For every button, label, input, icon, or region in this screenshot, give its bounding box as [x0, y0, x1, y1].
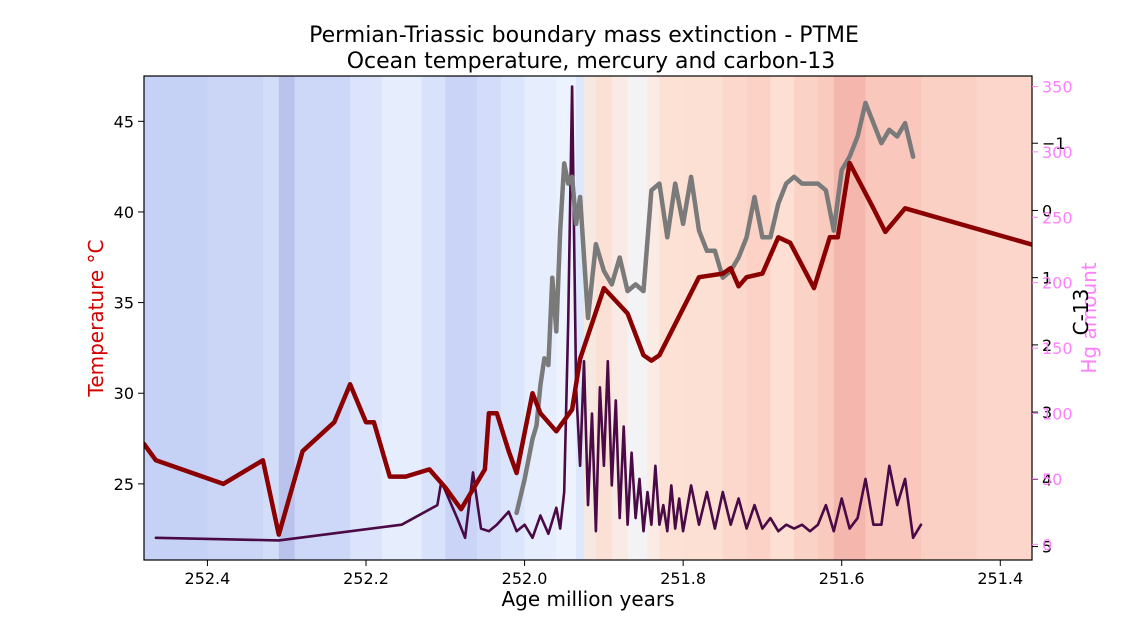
hg-tick-label: 250: [1042, 208, 1073, 227]
background-band: [381, 76, 423, 560]
x-tick-label: 251.4: [977, 569, 1023, 588]
x-tick-label: 252.2: [343, 569, 389, 588]
hg-tick-label: 50: [1042, 470, 1062, 489]
x-tick-label: 251.6: [819, 569, 865, 588]
c13-tick-label: 3: [1042, 403, 1052, 422]
background-band: [595, 76, 613, 560]
hg-tick-label: 350: [1042, 77, 1073, 96]
c13-axis-label: C-13: [1069, 289, 1093, 336]
temperature-tick-label: 40: [114, 203, 134, 222]
hg-tick-label: 300: [1042, 143, 1073, 162]
background-band: [817, 76, 835, 560]
chart-subtitle: Ocean temperature, mercury and carbon-13: [347, 49, 836, 74]
background-band: [278, 76, 296, 560]
plot-lines: [144, 85, 1032, 542]
hg-axis-label: Hg amount: [1077, 262, 1101, 373]
x-axis-label: Age million years: [501, 587, 674, 611]
temperature-axis-label: Temperature °C: [84, 239, 108, 397]
background-band: [421, 76, 446, 560]
background-band: [683, 76, 724, 560]
background-band: [350, 76, 383, 560]
background-band: [976, 76, 1032, 560]
background-band: [627, 76, 649, 560]
background-band: [262, 76, 280, 560]
background-band: [921, 76, 978, 560]
hg-tick-label: 150: [1042, 339, 1073, 358]
background-band: [833, 76, 847, 560]
c13-axis: −1 0 1 2 3 4 5: [1032, 134, 1066, 557]
background-band: [477, 76, 502, 560]
c13-tick-label: −1: [1042, 134, 1066, 153]
x-tick-label: 252.0: [502, 569, 548, 588]
c13-tick-label: 1: [1042, 269, 1052, 288]
background-band: [294, 76, 351, 560]
background-band: [770, 76, 795, 560]
temperature-tick-label: 25: [114, 475, 134, 494]
c13-tick-label: 0: [1042, 201, 1052, 220]
hg-tick-label: 200: [1042, 274, 1073, 293]
plot-frame: [143, 75, 1033, 561]
background-bands: [144, 76, 1032, 560]
background-band: [144, 76, 209, 560]
c13-tick-label: 2: [1042, 336, 1052, 355]
x-axis: 252.4 252.2 252.0 251.8 251.6 251.4: [185, 560, 1023, 588]
hg-tick-label: 100: [1042, 404, 1073, 423]
temperature-tick-label: 35: [114, 294, 134, 313]
background-band: [794, 76, 819, 560]
x-tick-label: 252.4: [185, 569, 231, 588]
background-band: [207, 76, 264, 560]
c13-tick-label: 4: [1042, 470, 1052, 489]
temperature-line: [144, 160, 1032, 537]
hg-line: [154, 85, 923, 542]
background-band: [722, 76, 748, 560]
c13-line: [514, 100, 916, 516]
background-band: [845, 76, 867, 560]
x-tick-label: 251.8: [660, 569, 706, 588]
c13-tick-label: 5: [1042, 538, 1052, 557]
hg-tick-label: 0: [1042, 535, 1052, 554]
temperature-tick-label: 30: [114, 384, 134, 403]
temperature-tick-label: 45: [114, 112, 134, 131]
background-band: [500, 76, 526, 560]
background-band: [576, 76, 585, 560]
background-band: [746, 76, 771, 560]
chart-title: Permian-Triassic boundary mass extinctio…: [309, 23, 859, 48]
temperature-axis: 25 30 35 40 45: [114, 112, 144, 494]
